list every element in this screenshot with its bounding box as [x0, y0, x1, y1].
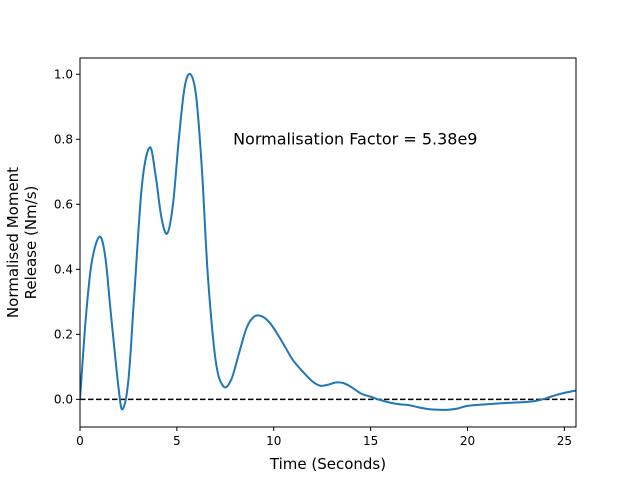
x-axis-label: Time (Seconds)	[269, 455, 386, 473]
y-axis-label-line: Release (Nm/s)	[22, 186, 40, 300]
y-axis-label: Normalised MomentRelease (Nm/s)	[4, 167, 40, 318]
y-tick-label: 0.0	[54, 392, 73, 406]
x-tick-label: 10	[266, 434, 281, 448]
y-tick-label: 0.8	[54, 132, 73, 146]
moment-release-series-line	[80, 72, 576, 411]
y-tick-label: 0.6	[54, 197, 73, 211]
plot-frame	[79, 57, 577, 428]
x-tick-label: 25	[557, 434, 572, 448]
y-tick-label: 0.4	[54, 262, 73, 276]
y-tick-label: 0.2	[54, 327, 73, 341]
x-tick-label: 20	[460, 434, 475, 448]
normalisation-factor-annotation: Normalisation Factor = 5.38e9	[233, 129, 477, 148]
x-tick-label: 5	[173, 434, 181, 448]
y-tick-label: 1.0	[54, 67, 73, 81]
x-tick-label: 0	[76, 434, 84, 448]
plot-area	[80, 72, 576, 411]
axis-ticks: 0 5 10 15 20 25 0.0 0.2 0.4 0.6 0.8 1.0	[54, 67, 572, 448]
x-tick-label: 15	[363, 434, 378, 448]
y-axis-label-line: Normalised Moment	[4, 167, 22, 318]
